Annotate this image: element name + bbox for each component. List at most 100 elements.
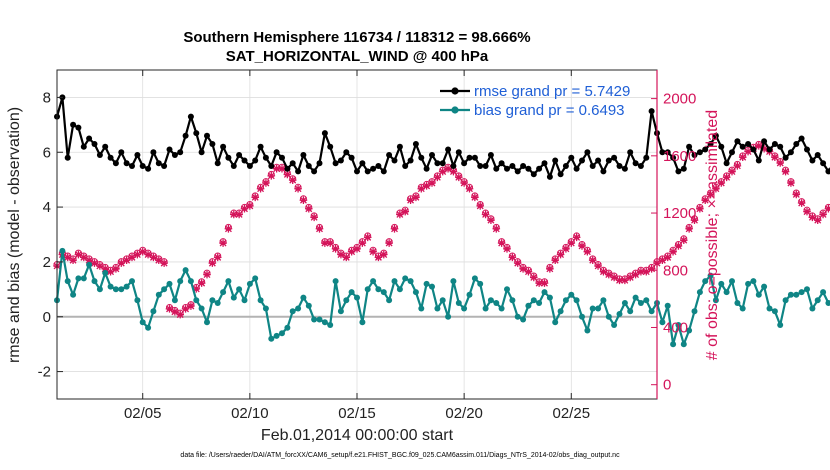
- legend: rmse grand pr = 5.7429 bias grand pr = 0…: [440, 83, 630, 119]
- rmse-point: [182, 132, 189, 139]
- obs-assimilated-point: [685, 224, 693, 233]
- rmse-point: [793, 141, 800, 147]
- obs-assimilated-point: [626, 273, 635, 282]
- obs-assimilated-point: [787, 179, 795, 187]
- bias-point: [193, 297, 200, 304]
- rmse-point: [745, 141, 752, 147]
- y-tick-label-left: 2: [43, 254, 51, 271]
- obs-assimilated-point: [197, 279, 206, 287]
- bias-point: [825, 300, 830, 306]
- bias-point: [311, 316, 318, 323]
- obs-assimilated-point: [669, 247, 677, 256]
- bias-point: [177, 278, 184, 285]
- rmse-point: [766, 146, 773, 153]
- bias-point: [611, 322, 618, 328]
- x-tick-label: 02/10: [231, 405, 269, 422]
- obs-assimilated-point: [251, 193, 260, 202]
- obs-assimilated-point: [663, 253, 672, 262]
- bias-point: [787, 291, 794, 298]
- rmse-point: [236, 152, 243, 158]
- obs-assimilated-point: [444, 164, 452, 173]
- obs-assimilated-point: [299, 196, 308, 204]
- rmse-point: [86, 135, 93, 142]
- rmse-point: [637, 163, 644, 169]
- bias-point: [750, 278, 757, 285]
- y-tick-label-left: 4: [43, 199, 51, 216]
- rmse-point: [354, 168, 360, 175]
- bias-point: [648, 308, 655, 315]
- rmse-point: [686, 143, 693, 150]
- obs-assimilated-point: [578, 242, 586, 250]
- rmse-point: [439, 160, 446, 167]
- obs-assimilated-point: [363, 233, 372, 242]
- bias-point: [461, 305, 468, 312]
- bias-point: [354, 294, 360, 301]
- obs-assimilated-point: [567, 239, 576, 247]
- obs-assimilated-point: [117, 259, 126, 267]
- bias-point: [798, 289, 805, 296]
- obs-assimilated-point: [412, 193, 420, 202]
- obs-assimilated-point: [390, 224, 399, 233]
- rmse-point: [343, 149, 350, 156]
- bias-line: [55, 249, 830, 346]
- rmse-point: [514, 168, 521, 175]
- obs-assimilated-point: [171, 307, 179, 316]
- obs-assimilated-point: [379, 250, 388, 259]
- obs-assimilated-point: [272, 164, 281, 173]
- bias-point: [504, 286, 510, 293]
- legend-bias-label: bias grand pr = 0.6493: [474, 102, 625, 119]
- rmse-point: [627, 149, 634, 156]
- bias-point: [209, 297, 216, 304]
- obs-assimilated-point: [154, 256, 163, 265]
- rmse-point: [321, 130, 328, 137]
- rmse-point: [434, 160, 441, 167]
- legend-rmse-marker: [451, 87, 459, 95]
- obs-assimilated-point: [106, 267, 115, 276]
- rmse-point: [257, 143, 264, 150]
- rmse-point: [332, 160, 339, 167]
- rmse-point: [825, 168, 830, 175]
- y-tick-label-right: 800: [663, 262, 688, 279]
- obs-assimilated-point: [465, 184, 474, 193]
- obs-assimilated-point: [138, 247, 147, 256]
- rmse-point: [423, 165, 430, 172]
- obs-count-series: [53, 140, 830, 319]
- obs-assimilated-point: [476, 202, 485, 210]
- bias-point: [498, 305, 505, 312]
- bias-point: [289, 308, 296, 315]
- rmse-point: [396, 143, 403, 150]
- rmse-point: [643, 154, 650, 161]
- obs-assimilated-point: [240, 204, 249, 213]
- obs-assimilated-point: [781, 167, 790, 176]
- obs-assimilated-point: [717, 179, 726, 187]
- rmse-point: [375, 163, 382, 169]
- rmse-point: [461, 160, 468, 167]
- rmse-point: [584, 149, 591, 156]
- obs-assimilated-point: [165, 305, 174, 313]
- obs-assimilated-point: [706, 190, 715, 199]
- obs-assimilated-point: [460, 179, 468, 187]
- obs-assimilated-point: [471, 193, 479, 202]
- obs-assimilated-point: [79, 253, 88, 262]
- bias-point: [664, 302, 671, 309]
- rmse-point: [466, 154, 473, 161]
- obs-assimilated-point: [621, 276, 629, 285]
- rmse-point: [729, 149, 735, 156]
- bias-point: [804, 286, 810, 293]
- rmse-point: [112, 160, 119, 167]
- rmse-point: [589, 163, 596, 169]
- rmse-point: [289, 160, 296, 167]
- bias-point: [439, 297, 446, 304]
- rmse-point: [187, 113, 194, 120]
- obs-assimilated-point: [546, 265, 554, 273]
- bias-point: [670, 341, 677, 348]
- bias-point: [686, 327, 693, 334]
- rmse-point: [777, 143, 784, 150]
- obs-assimilated-point: [229, 210, 238, 219]
- bias-point: [155, 291, 162, 298]
- rmse-point: [670, 154, 677, 161]
- bias-point: [514, 313, 521, 320]
- rmse-point: [118, 149, 125, 156]
- bias-point: [579, 313, 585, 320]
- rmse-point: [648, 108, 655, 115]
